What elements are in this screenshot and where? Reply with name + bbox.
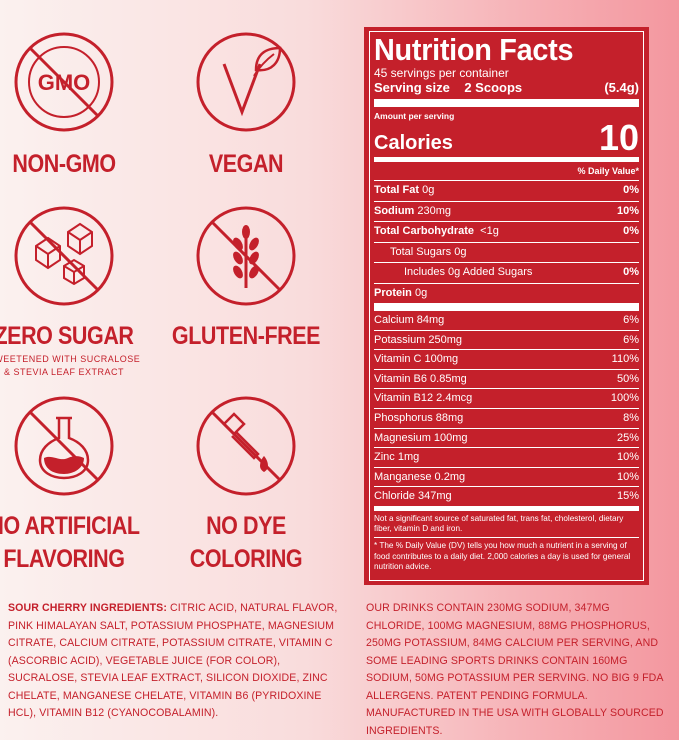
vitamin-label: Vitamin B12 2.4mcg — [374, 392, 473, 405]
no-sugar-cubes-icon — [14, 206, 114, 306]
nutrient-row: Total Carbohydrate <1g 0% — [374, 222, 639, 243]
nutrient-row: Total Fat 0g 0% — [374, 181, 639, 202]
vitamin-row: Magnesium 100mg 25% — [374, 429, 639, 449]
nutrition-note: Not a significant source of saturated fa… — [374, 511, 639, 539]
nutrient-name: Total Sugars 0g — [390, 245, 467, 258]
nutrient-name: Total Fat — [374, 184, 420, 196]
vitamin-row: Vitamin B6 0.85mg 50% — [374, 370, 639, 390]
vitamin-dv: 6% — [623, 314, 639, 326]
nutrient-row: Sodium 230mg 10% — [374, 202, 639, 222]
serving-size-grams: (5.4g) — [604, 80, 639, 95]
nutrient-amount: 0g — [414, 286, 428, 299]
badge-title: ZERO SUGAR — [0, 322, 134, 350]
nutrient-row: Total Sugars 0g — [374, 243, 639, 263]
nutrient-row: Protein 0g — [374, 284, 639, 311]
nutrient-row: Includes 0g Added Sugars 0% — [374, 263, 639, 284]
daily-value-header: % Daily Value* — [374, 162, 639, 181]
no-wheat-icon — [196, 206, 296, 306]
nutrition-facts-panel: Nutrition Facts 45 servings per containe… — [364, 27, 649, 585]
no-gmo-icon: GMO — [14, 32, 114, 132]
vitamin-dv: 10% — [616, 451, 639, 464]
claims-text: OUR DRINKS CONTAIN 230MG SODIUM, 347MG C… — [366, 600, 666, 740]
badge-title: NO ARTIFICIAL — [0, 512, 140, 540]
claims-body: OUR DRINKS CONTAIN 230MG SODIUM, 347MG C… — [366, 602, 664, 737]
nutrient-dv: 0% — [623, 266, 639, 278]
serving-size-label: Serving size — [374, 80, 450, 95]
vitamin-row: Chloride 347mg 15% — [374, 487, 639, 511]
nutrient-dv: 0% — [623, 225, 639, 237]
vitamin-dv: 110% — [611, 353, 639, 366]
ingredients-text: SOUR CHERRY INGREDIENTS: CITRIC ACID, NA… — [8, 600, 338, 723]
serving-size-row: Serving size 2 Scoops (5.4g) — [374, 80, 639, 107]
badge-title: COLORING — [189, 545, 303, 573]
calories-row: Calories 10 — [374, 117, 639, 162]
ingredients-list: CITRIC ACID, NATURAL FLAVOR, PINK HIMALA… — [8, 602, 338, 719]
vegan-leaf-icon — [196, 32, 296, 132]
badge-zero-sugar: ZERO SUGAR SWEETENED WITH SUCRALOSE & ST… — [0, 204, 174, 379]
vitamin-row: Zinc 1mg 10% — [374, 448, 639, 468]
calories-value: 10 — [598, 117, 639, 158]
badge-vegan: VEGAN — [136, 30, 356, 181]
vitamin-label: Magnesium 100mg — [374, 431, 468, 444]
vitamin-dv: 50% — [616, 372, 639, 385]
vitamin-dv: 15% — [616, 490, 639, 503]
badge-no-dye-coloring: NO DYE COLORING — [136, 394, 356, 576]
badge-no-artificial-flavoring: NO ARTIFICIAL FLAVORING — [0, 394, 174, 576]
nutrient-name: Protein — [374, 286, 412, 299]
daily-value-footnote: * The % Daily Value (DV) tells you how m… — [374, 541, 631, 571]
badge-gluten-free: GLUTEN-FREE — [136, 204, 356, 353]
amount-per-serving: Amount per serving — [374, 111, 455, 121]
nutrient-amount: 230mg — [417, 204, 452, 217]
nutrient-amount: <1g — [480, 225, 499, 237]
vitamin-label: Calcium 84mg — [374, 314, 445, 326]
vitamin-dv: 25% — [616, 431, 639, 444]
no-flask-icon — [14, 396, 114, 496]
badge-subtitle: & STEVIA LEAF EXTRACT — [3, 367, 125, 377]
vitamin-dv: 6% — [623, 333, 639, 346]
vitamin-label: Potassium 250mg — [374, 333, 463, 346]
badge-title: VEGAN — [208, 150, 284, 178]
nutrient-amount: 0g — [422, 184, 435, 196]
vitamin-dv: 8% — [623, 411, 639, 424]
vitamin-label: Vitamin C 100mg — [374, 353, 459, 366]
ingredients-label: SOUR CHERRY INGREDIENTS: — [8, 602, 167, 614]
badge-title: NON-GMO — [12, 150, 116, 178]
vitamin-label: Vitamin B6 0.85mg — [374, 372, 467, 385]
vitamin-label: Phosphorus 88mg — [374, 411, 464, 424]
vitamin-label: Manganese 0.2mg — [374, 470, 466, 483]
nutrient-name: Total Carbohydrate — [374, 225, 475, 237]
gmo-icon-text: GMO — [38, 70, 91, 95]
servings-per-container: 45 servings per container — [374, 66, 509, 80]
vitamin-row: Manganese 0.2mg 10% — [374, 468, 639, 488]
badge-title: NO DYE — [206, 512, 286, 540]
vitamin-dv: 100% — [610, 392, 639, 405]
no-dropper-icon — [196, 396, 296, 496]
vitamin-label: Zinc 1mg — [374, 451, 420, 464]
badge-subtitle: SWEETENED WITH SUCRALOSE — [0, 354, 141, 364]
serving-size-value: 2 Scoops — [464, 80, 523, 95]
vitamin-row: Vitamin B12 2.4mcg 100% — [374, 389, 639, 409]
nutrient-dv: 10% — [616, 204, 639, 217]
nutrient-name: Sodium — [374, 204, 415, 217]
calories-label: Calories — [374, 132, 453, 154]
badge-non-gmo: GMO NON-GMO — [0, 30, 174, 181]
vitamin-row: Vitamin C 100mg 110% — [374, 350, 639, 370]
vitamin-label: Chloride 347mg — [374, 490, 452, 503]
nutrient-dv: 0% — [623, 184, 639, 196]
vitamin-dv: 10% — [616, 470, 639, 483]
badge-title: FLAVORING — [3, 545, 125, 573]
badge-title: GLUTEN-FREE — [171, 322, 321, 350]
nutrient-name: Includes 0g Added Sugars — [404, 266, 533, 278]
vitamin-row: Phosphorus 88mg 8% — [374, 409, 639, 429]
nutrition-title: Nutrition Facts — [374, 32, 574, 67]
vitamin-row: Calcium 84mg 6% — [374, 311, 639, 331]
vitamin-row: Potassium 250mg 6% — [374, 331, 639, 351]
